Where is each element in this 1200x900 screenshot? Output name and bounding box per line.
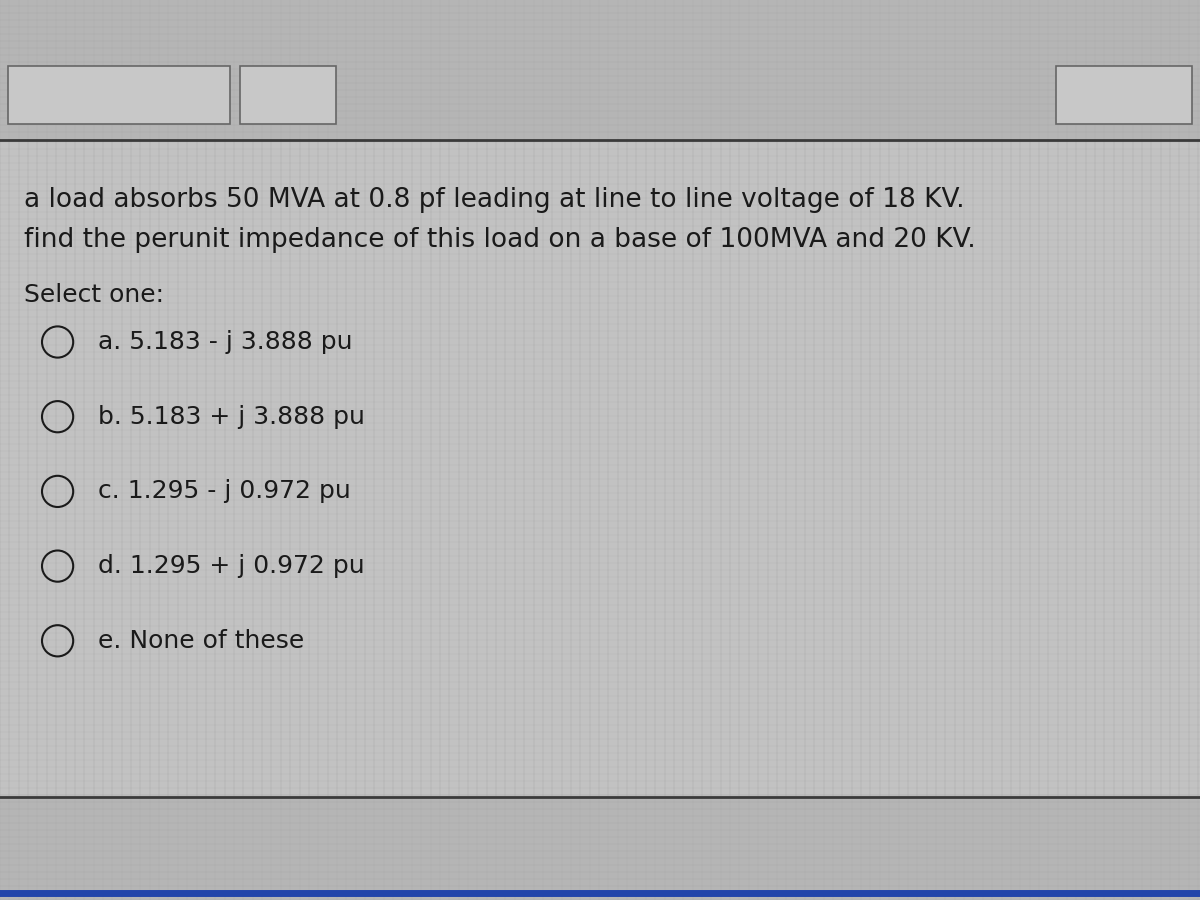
Bar — [0, 796, 1200, 900]
Text: b. 5.183 + j 3.888 pu: b. 5.183 + j 3.888 pu — [98, 405, 365, 428]
Text: a load absorbs 50 MVA at 0.8 pf leading at line to line voltage of 18 KV.: a load absorbs 50 MVA at 0.8 pf leading … — [24, 187, 965, 212]
Text: c. 1.295 - j 0.972 pu: c. 1.295 - j 0.972 pu — [98, 480, 352, 503]
Bar — [0, 0, 1200, 140]
Text: a. 5.183 - j 3.888 pu: a. 5.183 - j 3.888 pu — [98, 330, 353, 354]
Text: e. None of these: e. None of these — [98, 629, 305, 652]
Text: d. 1.295 + j 0.972 pu: d. 1.295 + j 0.972 pu — [98, 554, 365, 578]
Bar — [8, 66, 230, 124]
Text: find the perunit impedance of this load on a base of 100MVA and 20 KV.: find the perunit impedance of this load … — [24, 228, 976, 253]
Bar — [240, 66, 336, 124]
Text: Select one:: Select one: — [24, 284, 164, 307]
Bar — [1056, 66, 1192, 124]
